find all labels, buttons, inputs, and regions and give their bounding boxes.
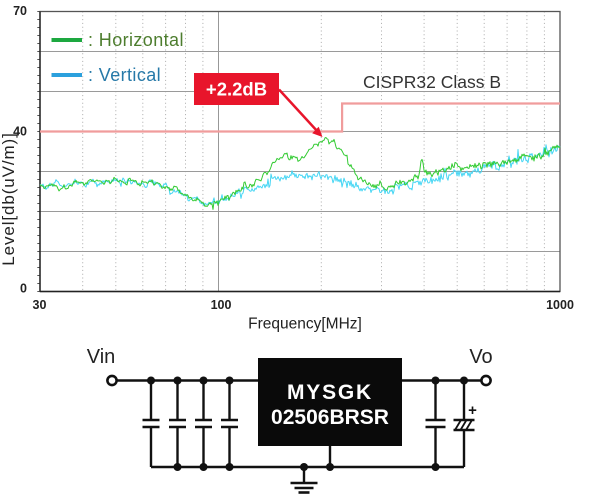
svg-text:0: 0 <box>20 282 27 296</box>
svg-text:+2.2dB: +2.2dB <box>206 79 267 100</box>
svg-text:Level[db(uV/m)]: Level[db(uV/m)] <box>0 132 18 266</box>
svg-text:: Vertical: : Vertical <box>88 65 161 85</box>
svg-text:MYSGK: MYSGK <box>287 381 373 404</box>
svg-text:40: 40 <box>13 125 27 139</box>
svg-text:+: + <box>468 402 477 419</box>
svg-text:: Horizontal: : Horizontal <box>88 30 184 50</box>
svg-text:70: 70 <box>13 4 27 18</box>
svg-text:Frequency[MHz]: Frequency[MHz] <box>248 316 362 333</box>
svg-text:02506BRSR: 02506BRSR <box>271 406 389 429</box>
svg-text:30: 30 <box>33 298 47 312</box>
svg-text:Vin: Vin <box>87 346 116 368</box>
svg-text:Vo: Vo <box>469 346 492 368</box>
svg-text:CISPR32 Class B: CISPR32 Class B <box>363 72 501 92</box>
svg-text:1000: 1000 <box>546 298 574 312</box>
svg-text:100: 100 <box>211 298 232 312</box>
